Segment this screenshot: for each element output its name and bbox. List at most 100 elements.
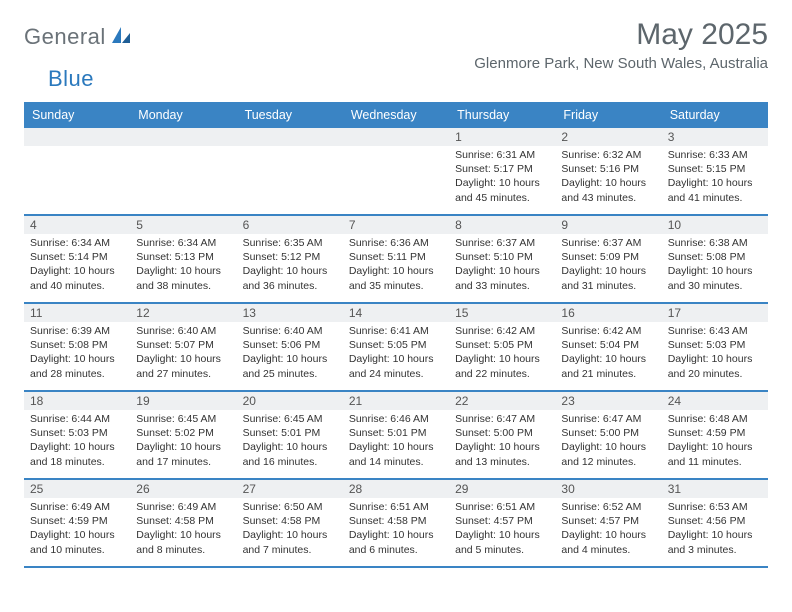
day-number: 14 xyxy=(343,304,449,322)
day-number: 15 xyxy=(449,304,555,322)
sunrise-line: Sunrise: 6:52 AM xyxy=(561,500,655,514)
sunrise-line: Sunrise: 6:37 AM xyxy=(455,236,549,250)
day-number: 21 xyxy=(343,392,449,410)
page-title: May 2025 xyxy=(474,18,768,51)
daylight-line: Daylight: 10 hours and 35 minutes. xyxy=(349,264,443,292)
daylight-line: Daylight: 10 hours and 3 minutes. xyxy=(668,528,762,556)
sunset-line: Sunset: 4:57 PM xyxy=(455,514,549,528)
day-number: 5 xyxy=(130,216,236,234)
day-data: Sunrise: 6:44 AMSunset: 5:03 PMDaylight:… xyxy=(24,410,130,473)
calendar-cell: 23Sunrise: 6:47 AMSunset: 5:00 PMDayligh… xyxy=(555,392,661,478)
day-data: Sunrise: 6:38 AMSunset: 5:08 PMDaylight:… xyxy=(662,234,768,297)
day-number: 26 xyxy=(130,480,236,498)
day-data: Sunrise: 6:33 AMSunset: 5:15 PMDaylight:… xyxy=(662,146,768,209)
calendar-cell: 27Sunrise: 6:50 AMSunset: 4:58 PMDayligh… xyxy=(237,480,343,566)
sunset-line: Sunset: 5:06 PM xyxy=(243,338,337,352)
sunset-line: Sunset: 5:16 PM xyxy=(561,162,655,176)
daylight-line: Daylight: 10 hours and 31 minutes. xyxy=(561,264,655,292)
day-number: 4 xyxy=(24,216,130,234)
sunrise-line: Sunrise: 6:33 AM xyxy=(668,148,762,162)
day-number: 16 xyxy=(555,304,661,322)
calendar-cell: 24Sunrise: 6:48 AMSunset: 4:59 PMDayligh… xyxy=(662,392,768,478)
daylight-line: Daylight: 10 hours and 14 minutes. xyxy=(349,440,443,468)
day-number: 12 xyxy=(130,304,236,322)
sunrise-line: Sunrise: 6:45 AM xyxy=(136,412,230,426)
sunrise-line: Sunrise: 6:41 AM xyxy=(349,324,443,338)
day-data xyxy=(130,146,236,152)
sunrise-line: Sunrise: 6:36 AM xyxy=(349,236,443,250)
sunset-line: Sunset: 5:07 PM xyxy=(136,338,230,352)
day-data: Sunrise: 6:39 AMSunset: 5:08 PMDaylight:… xyxy=(24,322,130,385)
day-data: Sunrise: 6:35 AMSunset: 5:12 PMDaylight:… xyxy=(237,234,343,297)
calendar-cell xyxy=(343,128,449,214)
calendar-cell: 5Sunrise: 6:34 AMSunset: 5:13 PMDaylight… xyxy=(130,216,236,302)
day-data: Sunrise: 6:48 AMSunset: 4:59 PMDaylight:… xyxy=(662,410,768,473)
sunrise-line: Sunrise: 6:39 AM xyxy=(30,324,124,338)
daylight-line: Daylight: 10 hours and 38 minutes. xyxy=(136,264,230,292)
day-data: Sunrise: 6:40 AMSunset: 5:06 PMDaylight:… xyxy=(237,322,343,385)
sunset-line: Sunset: 5:11 PM xyxy=(349,250,443,264)
day-data xyxy=(237,146,343,152)
sunset-line: Sunset: 5:05 PM xyxy=(455,338,549,352)
sunset-line: Sunset: 5:17 PM xyxy=(455,162,549,176)
sunset-line: Sunset: 5:08 PM xyxy=(30,338,124,352)
daylight-line: Daylight: 10 hours and 43 minutes. xyxy=(561,176,655,204)
calendar-cell: 3Sunrise: 6:33 AMSunset: 5:15 PMDaylight… xyxy=(662,128,768,214)
day-number: 30 xyxy=(555,480,661,498)
calendar-cell: 11Sunrise: 6:39 AMSunset: 5:08 PMDayligh… xyxy=(24,304,130,390)
day-data: Sunrise: 6:40 AMSunset: 5:07 PMDaylight:… xyxy=(130,322,236,385)
sunset-line: Sunset: 5:00 PM xyxy=(561,426,655,440)
sunrise-line: Sunrise: 6:53 AM xyxy=(668,500,762,514)
page-subtitle: Glenmore Park, New South Wales, Australi… xyxy=(474,55,768,72)
day-number: 13 xyxy=(237,304,343,322)
sunset-line: Sunset: 4:58 PM xyxy=(136,514,230,528)
sunset-line: Sunset: 4:59 PM xyxy=(30,514,124,528)
day-data: Sunrise: 6:52 AMSunset: 4:57 PMDaylight:… xyxy=(555,498,661,561)
daylight-line: Daylight: 10 hours and 41 minutes. xyxy=(668,176,762,204)
sunrise-line: Sunrise: 6:49 AM xyxy=(136,500,230,514)
sunset-line: Sunset: 5:08 PM xyxy=(668,250,762,264)
calendar-week: 11Sunrise: 6:39 AMSunset: 5:08 PMDayligh… xyxy=(24,304,768,392)
day-data: Sunrise: 6:37 AMSunset: 5:09 PMDaylight:… xyxy=(555,234,661,297)
logo: General xyxy=(24,18,134,50)
daylight-line: Daylight: 10 hours and 28 minutes. xyxy=(30,352,124,380)
daylight-line: Daylight: 10 hours and 10 minutes. xyxy=(30,528,124,556)
calendar-cell: 9Sunrise: 6:37 AMSunset: 5:09 PMDaylight… xyxy=(555,216,661,302)
sunset-line: Sunset: 5:05 PM xyxy=(349,338,443,352)
sunset-line: Sunset: 4:59 PM xyxy=(668,426,762,440)
sunrise-line: Sunrise: 6:38 AM xyxy=(668,236,762,250)
day-number: 9 xyxy=(555,216,661,234)
sunrise-line: Sunrise: 6:40 AM xyxy=(243,324,337,338)
calendar-cell: 15Sunrise: 6:42 AMSunset: 5:05 PMDayligh… xyxy=(449,304,555,390)
day-number: 8 xyxy=(449,216,555,234)
sunset-line: Sunset: 5:03 PM xyxy=(30,426,124,440)
day-data: Sunrise: 6:42 AMSunset: 5:05 PMDaylight:… xyxy=(449,322,555,385)
day-number: 6 xyxy=(237,216,343,234)
day-data: Sunrise: 6:41 AMSunset: 5:05 PMDaylight:… xyxy=(343,322,449,385)
day-number: 7 xyxy=(343,216,449,234)
weekday-sat: Saturday xyxy=(662,102,768,128)
day-number: 25 xyxy=(24,480,130,498)
sunrise-line: Sunrise: 6:32 AM xyxy=(561,148,655,162)
day-number xyxy=(24,128,130,146)
day-number: 20 xyxy=(237,392,343,410)
sunrise-line: Sunrise: 6:47 AM xyxy=(561,412,655,426)
day-data: Sunrise: 6:50 AMSunset: 4:58 PMDaylight:… xyxy=(237,498,343,561)
sunset-line: Sunset: 5:12 PM xyxy=(243,250,337,264)
sunrise-line: Sunrise: 6:35 AM xyxy=(243,236,337,250)
day-data: Sunrise: 6:49 AMSunset: 4:58 PMDaylight:… xyxy=(130,498,236,561)
day-data: Sunrise: 6:45 AMSunset: 5:02 PMDaylight:… xyxy=(130,410,236,473)
sunrise-line: Sunrise: 6:43 AM xyxy=(668,324,762,338)
sunset-line: Sunset: 5:13 PM xyxy=(136,250,230,264)
day-data: Sunrise: 6:46 AMSunset: 5:01 PMDaylight:… xyxy=(343,410,449,473)
sunset-line: Sunset: 5:03 PM xyxy=(668,338,762,352)
calendar-week: 18Sunrise: 6:44 AMSunset: 5:03 PMDayligh… xyxy=(24,392,768,480)
day-data xyxy=(343,146,449,152)
day-data: Sunrise: 6:47 AMSunset: 5:00 PMDaylight:… xyxy=(555,410,661,473)
calendar-cell: 28Sunrise: 6:51 AMSunset: 4:58 PMDayligh… xyxy=(343,480,449,566)
sunrise-line: Sunrise: 6:31 AM xyxy=(455,148,549,162)
sunrise-line: Sunrise: 6:34 AM xyxy=(30,236,124,250)
calendar-cell: 10Sunrise: 6:38 AMSunset: 5:08 PMDayligh… xyxy=(662,216,768,302)
calendar-cell: 1Sunrise: 6:31 AMSunset: 5:17 PMDaylight… xyxy=(449,128,555,214)
day-data: Sunrise: 6:47 AMSunset: 5:00 PMDaylight:… xyxy=(449,410,555,473)
